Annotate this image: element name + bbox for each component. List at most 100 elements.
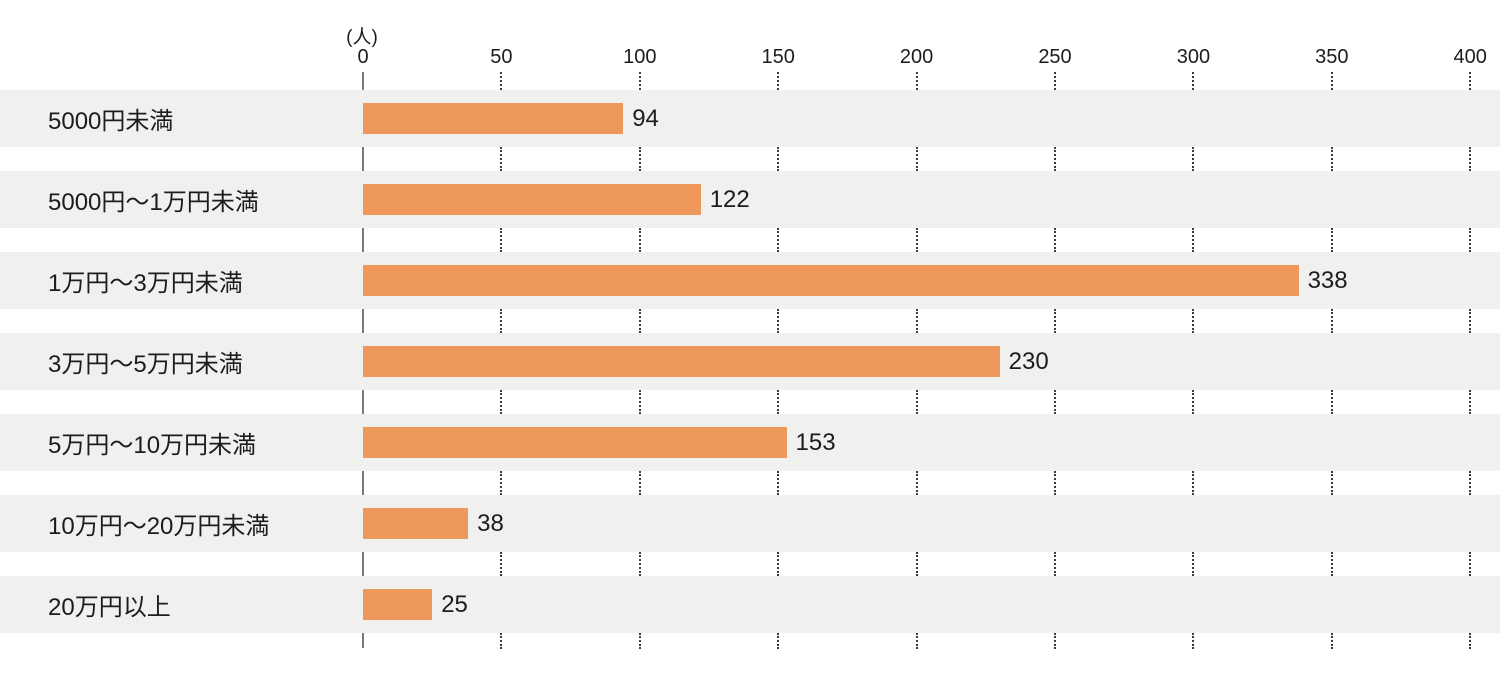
gridline-segment (1192, 147, 1195, 171)
gridline-segment (500, 471, 503, 495)
gridline-segment (777, 633, 780, 649)
gridline-segment (500, 72, 503, 90)
chart-row: 5万円〜10万円未満 153 (0, 414, 1500, 471)
gridline-segment (1330, 390, 1333, 414)
gridline-segment (1192, 309, 1195, 333)
gridline-segment (777, 390, 780, 414)
gridline-segment (777, 552, 780, 576)
gridline-segment (1469, 471, 1472, 495)
gridline-segment (1192, 72, 1195, 90)
x-tick-label: 200 (899, 46, 934, 68)
gridline-segment (1469, 309, 1472, 333)
value-label: 122 (709, 185, 750, 213)
x-tick-label: 400 (1453, 46, 1487, 68)
gridline-segment (915, 72, 918, 90)
chart-row: 20万円以上 25 (0, 576, 1500, 633)
x-tick-label: 0 (357, 46, 369, 68)
x-tick-label: 50 (490, 46, 513, 68)
gridline-segment (915, 228, 918, 252)
x-tick-label: 150 (761, 46, 795, 68)
gridline-segment (915, 633, 918, 649)
gridline-segment (777, 309, 780, 333)
bar (363, 265, 1299, 296)
gridline-segment (1469, 633, 1472, 649)
gridline-segment (1192, 633, 1195, 649)
gridline-segment (500, 228, 503, 252)
chart-row: 5000円未満 94 (0, 90, 1500, 147)
gridline-segment (915, 309, 918, 333)
x-tick-label: 300 (1176, 46, 1211, 68)
bar (363, 427, 787, 458)
gridline-segment (638, 309, 641, 333)
gridline-segment (1469, 552, 1472, 576)
bar (363, 346, 1000, 377)
gridline-segment (1469, 228, 1472, 252)
axis-unit-label: (人) (346, 27, 378, 48)
chart-rows: 5000円未満 94 5000円〜1万円未満 122 1万円〜3万円未満 338… (0, 90, 1500, 657)
x-tick-label: 350 (1315, 46, 1349, 68)
gridline-segment (1054, 309, 1056, 333)
gridline-segment (500, 633, 503, 649)
gridline-segment (500, 390, 503, 414)
gridline-segment (500, 552, 503, 576)
gridline-segment (1192, 390, 1195, 414)
gridline-segment (638, 552, 641, 576)
gridline-segment (1192, 228, 1195, 252)
gridline-segment (915, 471, 918, 495)
gridline-segment (1054, 633, 1056, 649)
chart-row: 1万円〜3万円未満 338 (0, 252, 1500, 309)
gridline-segment (1330, 633, 1333, 649)
category-label: 1万円〜3万円未満 (48, 270, 243, 297)
gridline-segment (1330, 471, 1333, 495)
gridline-segment (1054, 471, 1056, 495)
gridline-segment (1054, 228, 1056, 252)
category-label: 10万円〜20万円未満 (48, 513, 270, 540)
category-label: 3万円〜5万円未満 (48, 351, 243, 378)
gridline-segment (1054, 390, 1056, 414)
gridline-segment (638, 471, 641, 495)
gridline-segment (915, 552, 918, 576)
gridline-segment (1469, 72, 1472, 90)
gridline-segment (638, 72, 641, 90)
gridline-segment (638, 147, 641, 171)
gridline-segment (777, 228, 780, 252)
chart-row: 10万円〜20万円未満 38 (0, 495, 1500, 552)
gridline-segment (1330, 147, 1333, 171)
category-label: 5000円〜1万円未満 (48, 189, 259, 216)
bar (363, 184, 701, 215)
gridline-segment (638, 390, 641, 414)
gridline-segment (500, 147, 503, 171)
gridline-segment (638, 228, 641, 252)
bar (363, 103, 624, 134)
bar (363, 508, 469, 539)
value-label: 230 (1008, 347, 1049, 375)
gridline-segment (1192, 471, 1195, 495)
gridline-segment (1054, 147, 1056, 171)
value-label: 38 (477, 509, 504, 537)
gridline-segment (1330, 228, 1333, 252)
gridline-segment (777, 147, 780, 171)
value-label: 153 (795, 428, 836, 456)
value-label: 94 (632, 104, 659, 132)
gridline-segment (500, 309, 503, 333)
gridline-segment (915, 147, 918, 171)
gridline-segment (638, 633, 641, 649)
bar (363, 589, 433, 620)
gridline-segment (915, 390, 918, 414)
value-label: 25 (441, 590, 468, 618)
chart-row: 5000円〜1万円未満 122 (0, 171, 1500, 228)
gridline-segment (1330, 552, 1333, 576)
gridline-segment (1330, 309, 1333, 333)
category-label: 5000円未満 (48, 108, 174, 135)
gridline-segment (777, 471, 780, 495)
gridline-segment (1469, 390, 1472, 414)
gridline-segment (1054, 552, 1056, 576)
category-label: 5万円〜10万円未満 (48, 432, 257, 459)
chart-row: 3万円〜5万円未満 230 (0, 333, 1500, 390)
gridline-segment (1469, 147, 1472, 171)
category-label: 20万円以上 (48, 594, 171, 621)
gridline-segment (1054, 72, 1056, 90)
x-tick-label: 100 (623, 46, 657, 68)
x-tick-label: 250 (1038, 46, 1072, 68)
